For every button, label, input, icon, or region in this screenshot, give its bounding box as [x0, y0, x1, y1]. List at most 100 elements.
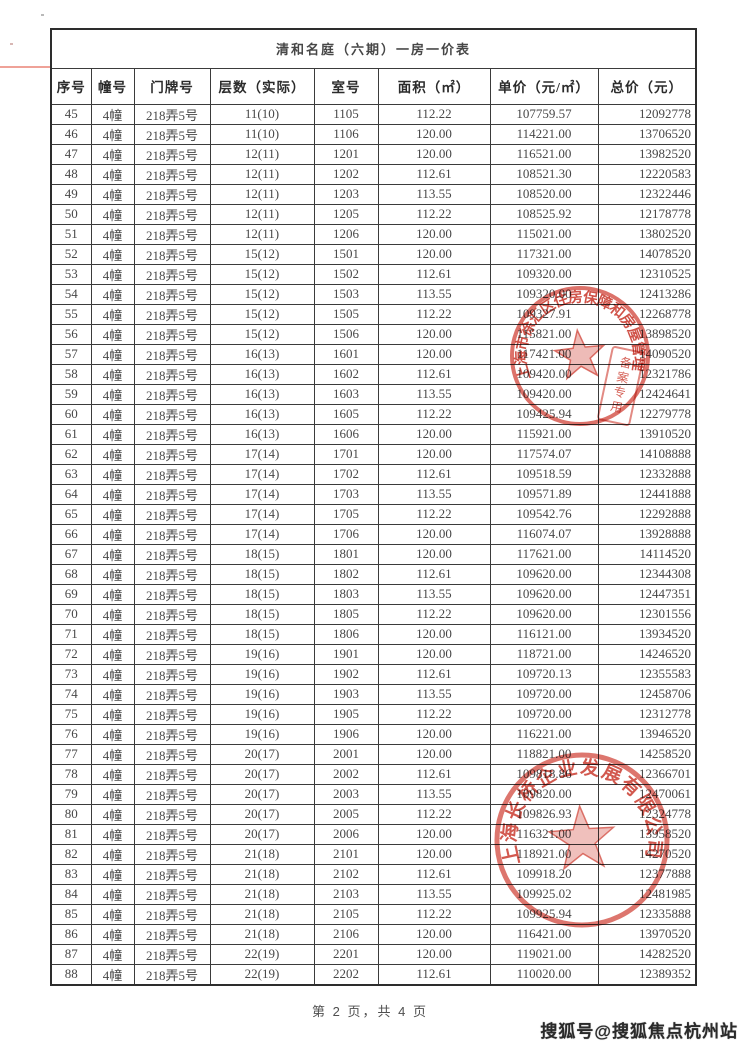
cell-room: 1802 — [313, 563, 379, 585]
cell-floor: 15(12) — [209, 283, 315, 305]
cell-room: 1705 — [313, 503, 379, 525]
cell-building: 4幢 — [90, 123, 135, 145]
table-row: 62 4幢 218弄5号 17(14) 1701 120.00 117574.07 14108… — [50, 443, 697, 465]
cell-total_price: 12377888 — [597, 863, 697, 885]
cell-area: 120.00 — [377, 123, 491, 145]
cell-floor: 17(14) — [209, 523, 315, 545]
cell-door_no: 218弄5号 — [133, 523, 211, 545]
cell-room: 1606 — [313, 423, 379, 445]
cell-door_no: 218弄5号 — [133, 903, 211, 925]
cell-floor: 11(10) — [209, 123, 315, 145]
cell-unit_price: 109818.86 — [489, 763, 599, 785]
cell-unit_price: 117421.00 — [489, 343, 599, 365]
cell-door_no: 218弄5号 — [133, 343, 211, 365]
table-row: 76 4幢 218弄5号 19(16) 1906 120.00 116221.00 13946… — [50, 723, 697, 745]
cell-index: 74 — [50, 683, 92, 705]
cell-floor: 18(15) — [209, 563, 315, 585]
cell-door_no: 218弄5号 — [133, 563, 211, 585]
cell-door_no: 218弄5号 — [133, 803, 211, 825]
table-row: 69 4幢 218弄5号 18(15) 1803 113.55 109620.00 12447… — [50, 583, 697, 605]
cell-total_price: 14108888 — [597, 443, 697, 465]
cell-area: 112.22 — [377, 303, 491, 325]
cell-area: 120.00 — [377, 243, 491, 265]
cell-door_no: 218弄5号 — [133, 363, 211, 385]
cell-room: 2002 — [313, 763, 379, 785]
table-row: 48 4幢 218弄5号 12(11) 1202 112.61 108521.30 12220… — [50, 163, 697, 185]
table-row: 46 4幢 218弄5号 11(10) 1106 120.00 114221.00 13706… — [50, 123, 697, 145]
cell-area: 120.00 — [377, 643, 491, 665]
table-row: 68 4幢 218弄5号 18(15) 1802 112.61 109620.00 12344… — [50, 563, 697, 585]
cell-door_no: 218弄5号 — [133, 763, 211, 785]
cell-index: 59 — [50, 383, 92, 405]
table-row: 57 4幢 218弄5号 16(13) 1601 120.00 117421.00 14090… — [50, 343, 697, 365]
cell-area: 120.00 — [377, 423, 491, 445]
cell-index: 70 — [50, 603, 92, 625]
cell-total_price: 12458706 — [597, 683, 697, 705]
cell-unit_price: 108521.30 — [489, 163, 599, 185]
cell-building: 4幢 — [90, 243, 135, 265]
cell-unit_price: 118721.00 — [489, 643, 599, 665]
cell-unit_price: 116221.00 — [489, 723, 599, 745]
cell-area: 113.55 — [377, 483, 491, 505]
cell-total_price: 12413286 — [597, 283, 697, 305]
cell-floor: 22(19) — [209, 963, 315, 985]
cell-index: 54 — [50, 283, 92, 305]
cell-room: 1603 — [313, 383, 379, 405]
cell-room: 1803 — [313, 583, 379, 605]
cell-building: 4幢 — [90, 583, 135, 605]
header-row: 序号 幢号 门牌号 层数（实际） 室号 面积（㎡） 单价（元/㎡） 总价（元） — [50, 67, 697, 105]
cell-index: 88 — [50, 963, 92, 985]
cell-unit_price: 109320.00 — [489, 263, 599, 285]
cell-total_price: 12268778 — [597, 303, 697, 325]
cell-building: 4幢 — [90, 883, 135, 905]
cell-door_no: 218弄5号 — [133, 723, 211, 745]
cell-floor: 21(18) — [209, 903, 315, 925]
cell-floor: 18(15) — [209, 583, 315, 605]
cell-room: 2103 — [313, 883, 379, 905]
cell-index: 78 — [50, 763, 92, 785]
cell-door_no: 218弄5号 — [133, 583, 211, 605]
cell-floor: 19(16) — [209, 703, 315, 725]
cell-floor: 12(11) — [209, 223, 315, 245]
table-row: 63 4幢 218弄5号 17(14) 1702 112.61 109518.59 12332… — [50, 463, 697, 485]
cell-unit_price: 117321.00 — [489, 243, 599, 265]
cell-index: 61 — [50, 423, 92, 445]
cell-index: 84 — [50, 883, 92, 905]
cell-door_no: 218弄5号 — [133, 423, 211, 445]
cell-index: 73 — [50, 663, 92, 685]
table-row: 49 4幢 218弄5号 12(11) 1203 113.55 108520.00 12322… — [50, 183, 697, 205]
cell-floor: 12(11) — [209, 163, 315, 185]
cell-index: 87 — [50, 943, 92, 965]
cell-total_price: 13982520 — [597, 143, 697, 165]
table-row: 73 4幢 218弄5号 19(16) 1902 112.61 109720.13 12355… — [50, 663, 697, 685]
table-row: 79 4幢 218弄5号 20(17) 2003 113.55 109820.00 12470… — [50, 783, 697, 805]
cell-index: 86 — [50, 923, 92, 945]
cell-index: 53 — [50, 263, 92, 285]
table-row: 59 4幢 218弄5号 16(13) 1603 113.55 109420.00 12424… — [50, 383, 697, 405]
cell-floor: 22(19) — [209, 943, 315, 965]
cell-area: 112.61 — [377, 263, 491, 285]
cell-index: 56 — [50, 323, 92, 345]
cell-building: 4幢 — [90, 923, 135, 945]
cell-door_no: 218弄5号 — [133, 143, 211, 165]
cell-total_price: 13706520 — [597, 123, 697, 145]
cell-door_no: 218弄5号 — [133, 603, 211, 625]
cell-door_no: 218弄5号 — [133, 643, 211, 665]
cell-index: 46 — [50, 123, 92, 145]
table-row: 51 4幢 218弄5号 12(11) 1206 120.00 115021.00 13802… — [50, 223, 697, 245]
cell-building: 4幢 — [90, 323, 135, 345]
cell-room: 1202 — [313, 163, 379, 185]
cell-total_price: 12178778 — [597, 203, 697, 225]
table-row: 72 4幢 218弄5号 19(16) 1901 120.00 118721.00 14246… — [50, 643, 697, 665]
cell-unit_price: 116521.00 — [489, 143, 599, 165]
column-header-index: 序号 — [50, 67, 92, 105]
cell-room: 2201 — [313, 943, 379, 965]
cell-floor: 17(14) — [209, 443, 315, 465]
table-row: 55 4幢 218弄5号 15(12) 1505 112.22 109327.91 12268… — [50, 303, 697, 325]
cell-unit_price: 109420.00 — [489, 363, 599, 385]
cell-door_no: 218弄5号 — [133, 243, 211, 265]
cell-index: 67 — [50, 543, 92, 565]
cell-unit_price: 118921.00 — [489, 843, 599, 865]
cell-total_price: 12335888 — [597, 903, 697, 925]
cell-unit_price: 108520.00 — [489, 183, 599, 205]
